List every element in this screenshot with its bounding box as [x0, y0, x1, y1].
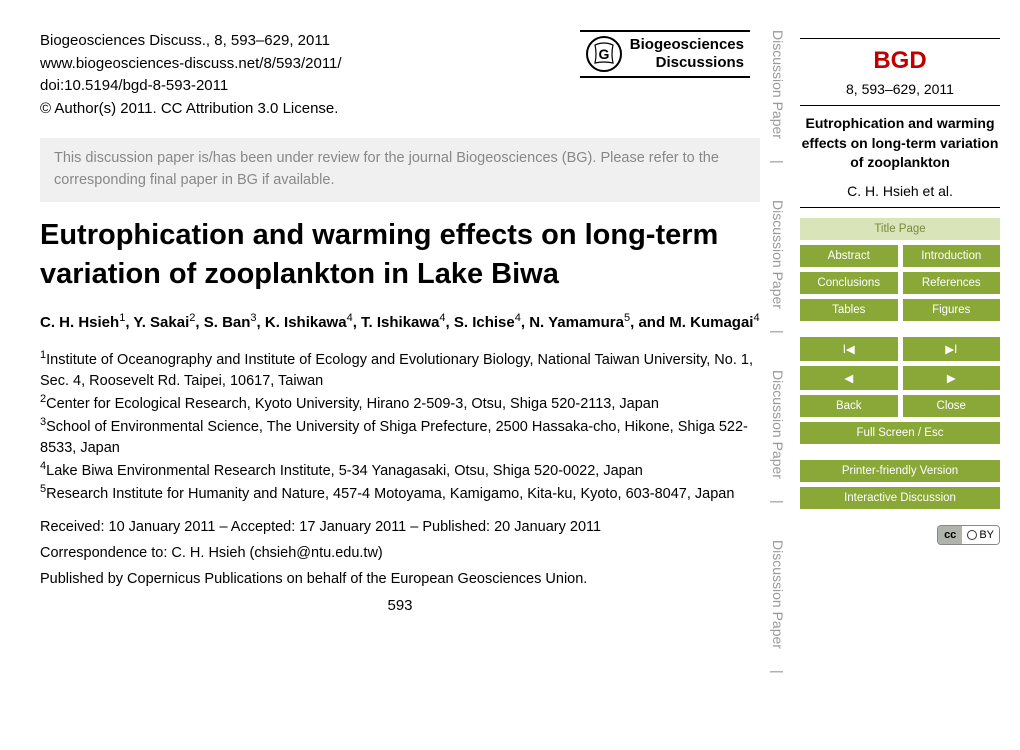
cc-icon: cc	[938, 526, 962, 544]
paper-title: Eutrophication and warming effects on lo…	[40, 216, 760, 294]
side-label-2: Discussion Paper	[770, 200, 786, 309]
journal-abbr[interactable]: BGD	[800, 47, 1000, 75]
badge-line2: Discussions	[630, 54, 744, 72]
author-list: C. H. Hsieh1, Y. Sakai2, S. Ban3, K. Ish…	[40, 310, 760, 335]
nav-conclusions[interactable]: Conclusions	[800, 272, 898, 294]
sidebar-rule	[800, 207, 1000, 208]
nav-first[interactable]: I◀	[800, 337, 898, 361]
nav-back[interactable]: Back	[800, 395, 898, 417]
nav-interactive[interactable]: Interactive Discussion	[800, 487, 1000, 509]
review-note: This discussion paper is/has been under …	[40, 138, 760, 202]
side-sep-2: |	[770, 330, 786, 334]
main-content: Biogeosciences Discuss., 8, 593–629, 201…	[40, 30, 760, 614]
nav-grid: Title Page Abstract Introduction Conclus…	[800, 218, 1000, 509]
sidebar-rule	[800, 38, 1000, 39]
affiliation-4: 4Lake Biwa Environmental Research Instit…	[40, 459, 760, 482]
side-sep-4: |	[770, 670, 786, 674]
side-sep-1: |	[770, 160, 786, 164]
cc-by-label: BY	[962, 526, 999, 544]
svg-text:G: G	[598, 46, 609, 62]
affiliation-3: 3School of Environmental Science, The Un…	[40, 415, 760, 459]
sidebar-paper-title: Eutrophication and warming effects on lo…	[800, 114, 1000, 173]
nav-gap	[800, 326, 1000, 332]
journal-badge: G Biogeosciences Discussions	[580, 30, 750, 78]
nav-introduction[interactable]: Introduction	[903, 245, 1001, 267]
nav-close[interactable]: Close	[903, 395, 1001, 417]
egu-logo-icon: G	[586, 36, 622, 72]
affiliation-2: 2Center for Ecological Research, Kyoto U…	[40, 392, 760, 415]
header-meta: Biogeosciences Discuss., 8, 593–629, 201…	[40, 30, 342, 120]
person-icon	[967, 530, 977, 540]
cc-label: cc	[944, 529, 956, 541]
nav-figures[interactable]: Figures	[903, 299, 1001, 321]
cc-badge[interactable]: cc BY	[800, 525, 1000, 545]
side-label-3: Discussion Paper	[770, 370, 786, 479]
nav-tables[interactable]: Tables	[800, 299, 898, 321]
nav-abstract[interactable]: Abstract	[800, 245, 898, 267]
nav-references[interactable]: References	[903, 272, 1001, 294]
doi-line: doi:10.5194/bgd-8-593-2011	[40, 75, 342, 98]
header-row: Biogeosciences Discuss., 8, 593–629, 201…	[40, 30, 760, 120]
affiliation-1: 1Institute of Oceanography and Institute…	[40, 348, 760, 392]
affiliation-5: 5Research Institute for Humanity and Nat…	[40, 482, 760, 505]
side-sep-3: |	[770, 500, 786, 504]
nav-fullscreen[interactable]: Full Screen / Esc	[800, 422, 1000, 444]
url-line: www.biogeosciences-discuss.net/8/593/201…	[40, 53, 342, 76]
side-label-1: Discussion Paper	[770, 30, 786, 139]
page-number: 593	[40, 597, 760, 614]
cc-by-text: BY	[979, 529, 994, 541]
nav-printer[interactable]: Printer-friendly Version	[800, 460, 1000, 482]
nav-last[interactable]: ▶I	[903, 337, 1001, 361]
sidebar-paper-authors: C. H. Hsieh et al.	[800, 183, 1000, 199]
dates-line: Received: 10 January 2011 – Accepted: 17…	[40, 519, 760, 535]
side-label-4: Discussion Paper	[770, 540, 786, 649]
badge-line1: Biogeosciences	[630, 36, 744, 54]
copyright-line: © Author(s) 2011. CC Attribution 3.0 Lic…	[40, 98, 342, 121]
nav-prev[interactable]: ◀	[800, 366, 898, 390]
journal-badge-text: Biogeosciences Discussions	[630, 36, 744, 72]
citation-line: Biogeosciences Discuss., 8, 593–629, 201…	[40, 30, 342, 53]
side-labels: Discussion Paper | Discussion Paper | Di…	[770, 30, 790, 720]
correspondence-line: Correspondence to: C. H. Hsieh (chsieh@n…	[40, 545, 760, 561]
nav-title-page[interactable]: Title Page	[800, 218, 1000, 240]
nav-gap	[800, 449, 1000, 455]
affiliations: 1Institute of Oceanography and Institute…	[40, 348, 760, 504]
published-by-line: Published by Copernicus Publications on …	[40, 571, 760, 587]
nav-next[interactable]: ▶	[903, 366, 1001, 390]
journal-issue: 8, 593–629, 2011	[800, 81, 1000, 97]
sidebar: BGD 8, 593–629, 2011 Eutrophication and …	[800, 30, 1000, 545]
sidebar-rule	[800, 105, 1000, 106]
